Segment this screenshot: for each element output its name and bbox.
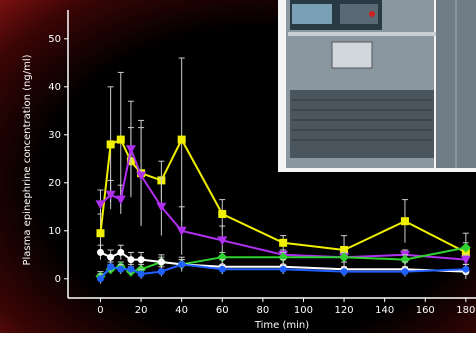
marker [176, 226, 187, 236]
marker [96, 248, 104, 256]
marker [340, 246, 349, 254]
marker [96, 229, 105, 238]
marker [218, 265, 226, 273]
marker [460, 255, 471, 265]
marker [115, 195, 126, 205]
marker [156, 202, 167, 212]
marker [178, 260, 186, 268]
x-tick-label: 40 [175, 305, 188, 316]
marker [106, 140, 115, 149]
marker [460, 242, 471, 253]
marker [218, 210, 227, 218]
marker [400, 217, 409, 226]
marker [137, 270, 145, 278]
marker [95, 200, 106, 210]
marker [279, 265, 287, 273]
x-tick-label: 80 [256, 305, 269, 316]
marker [127, 265, 135, 273]
marker [105, 190, 116, 200]
x-tick-label: 140 [375, 305, 394, 316]
marker [127, 256, 135, 264]
x-tick-label: 180 [456, 305, 475, 316]
marker [340, 268, 348, 276]
x-tick-label: 160 [416, 305, 435, 316]
marker [279, 238, 288, 247]
marker [125, 145, 136, 155]
y-tick-label: 50 [48, 34, 61, 45]
marker [157, 268, 165, 276]
x-tick-label: 120 [335, 305, 354, 316]
marker [107, 263, 115, 271]
y-axis-label: Plasma epinephrine concentration (ng/ml) [22, 54, 33, 265]
marker [107, 253, 115, 261]
marker [157, 258, 165, 266]
marker [136, 171, 147, 181]
marker [117, 248, 125, 256]
marker [117, 265, 125, 273]
marker [96, 275, 104, 283]
y-tick-label: 20 [48, 178, 61, 189]
marker [462, 265, 470, 273]
x-tick-label: 0 [97, 305, 103, 316]
marker [217, 236, 228, 246]
marker [401, 268, 409, 276]
y-tick-label: 30 [48, 130, 61, 141]
x-tick-label: 100 [294, 305, 313, 316]
x-tick-label: 60 [216, 305, 229, 316]
y-tick-label: 0 [55, 274, 61, 285]
marker [116, 135, 125, 144]
marker [177, 135, 186, 144]
y-tick-label: 10 [48, 226, 61, 237]
marker [137, 256, 145, 264]
x-tick-label: 20 [135, 305, 148, 316]
marker [339, 252, 350, 263]
instrument-photo [278, 0, 476, 172]
y-tick-label: 40 [48, 82, 61, 93]
x-axis-label: Time (min) [254, 320, 309, 331]
